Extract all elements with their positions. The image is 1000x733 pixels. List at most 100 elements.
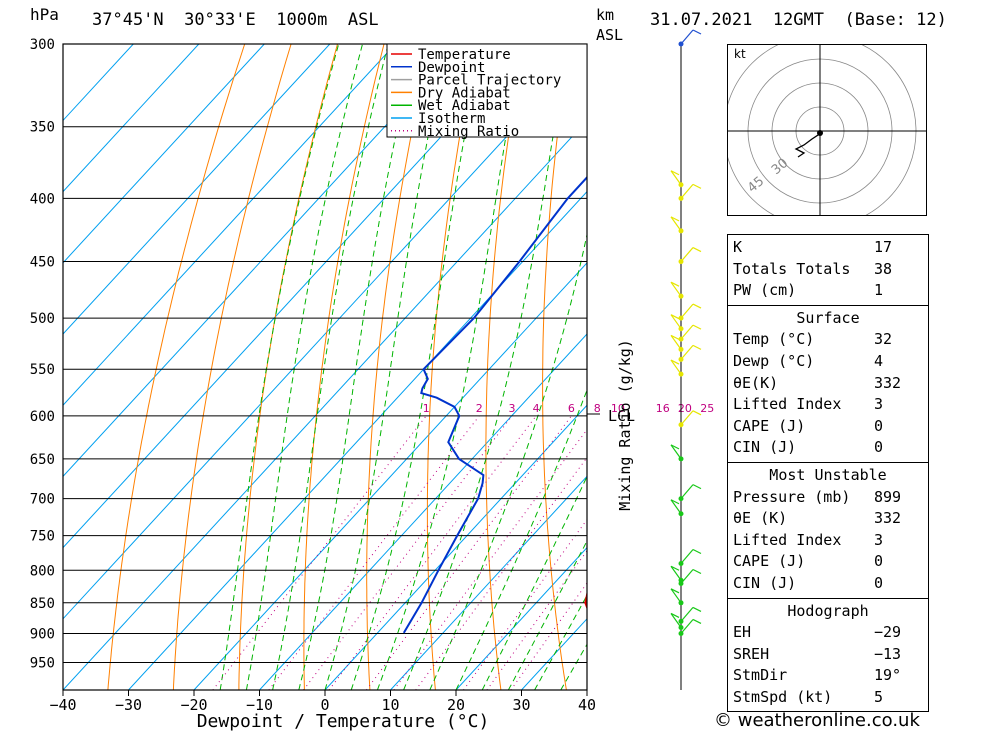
mixing-ratio-value-label: 1 <box>423 402 430 415</box>
wind-barb-flag <box>692 606 702 612</box>
hodograph-storm-motion <box>817 130 823 136</box>
isotherm-line <box>63 119 587 690</box>
hodograph-title: Hodograph <box>787 601 869 620</box>
mixing-ratio-value-label: 4 <box>533 402 540 415</box>
mu-pressure-value: 899 <box>874 487 902 506</box>
tt-value: 38 <box>874 259 893 278</box>
wind-barb-flag <box>670 359 680 365</box>
wind-barb-flag <box>692 568 702 575</box>
wind-barb-flag <box>670 588 680 594</box>
wind-barb-staff <box>680 247 694 262</box>
hodograph-ring-label: 30 <box>769 156 791 178</box>
y-tick-label: 800 <box>30 563 55 579</box>
surface-dewp-label: Dewp (°C) <box>733 351 815 370</box>
stmspd-label: StmSpd (kt) <box>733 687 833 706</box>
surface-dewp-value: 4 <box>874 351 884 370</box>
isotherm-line <box>259 333 587 690</box>
mu-cape-label: CAPE (J) <box>733 552 806 571</box>
surface-cin-value: 0 <box>874 438 884 457</box>
stmdir-label: StmDir <box>733 666 788 685</box>
y-tick-label: 550 <box>30 362 55 378</box>
y-tick-label: 600 <box>30 409 55 425</box>
y-tick-label: 950 <box>30 655 55 671</box>
mixing-ratio-line <box>393 428 587 690</box>
x-tick-label: 20 <box>447 696 465 714</box>
lcl-label: LCL <box>608 407 635 425</box>
isotherm-line <box>63 44 396 406</box>
mu-theta-label: θE (K) <box>733 509 788 528</box>
wet-adiabat-line <box>298 44 417 690</box>
wind-barb-flag <box>670 444 680 450</box>
wind-barb-flag <box>692 303 702 309</box>
wind-barb-flag <box>692 29 702 35</box>
wind-barb-flag <box>670 612 680 619</box>
stmdir-value: 19° <box>874 666 902 685</box>
legend-entry: Mixing Ratio <box>418 124 519 140</box>
mu-li-label: Lifted Index <box>733 530 842 549</box>
surface-cape-label: CAPE (J) <box>733 416 806 435</box>
wind-barb-flag <box>692 324 702 330</box>
wind-barb-staff <box>670 314 682 330</box>
wind-barb-flag <box>670 314 680 320</box>
pressure-unit: hPa <box>30 5 59 24</box>
x-tick-label: 10 <box>381 696 399 714</box>
mixing-ratio-value-label: 20 <box>678 402 692 415</box>
wind-barb-staff <box>680 607 694 622</box>
legend-entry: Isotherm <box>418 111 485 127</box>
mixing-ratio-value-label: 8 <box>594 402 601 415</box>
y-tick-label: 900 <box>30 626 55 642</box>
mixing-ratio-value-label: 25 <box>700 402 714 415</box>
wind-barb-flag <box>670 170 680 176</box>
wind-barb-flag <box>670 565 680 571</box>
asl-label: ASL <box>596 26 624 44</box>
x-tick-label: 0 <box>320 696 329 714</box>
mixing-ratio-line <box>212 415 427 690</box>
wet-adiabat-line <box>219 44 340 690</box>
mu-li-value: 3 <box>874 530 884 549</box>
wind-barb-staff <box>680 324 694 340</box>
isotherm-line <box>63 44 134 122</box>
mu-cape-value: 0 <box>874 552 884 571</box>
y-tick-label: 750 <box>30 529 55 545</box>
indices-section: K 17 Totals Totals 38 PW (cm) 1 <box>728 235 928 305</box>
wind-barb-staff <box>670 281 682 297</box>
dry-adiabat-line <box>172 44 292 690</box>
wind-barb-staff <box>680 183 694 199</box>
dry-adiabat-line <box>988 44 1000 690</box>
mu-theta-value: 332 <box>874 509 902 528</box>
mixing-ratio-line <box>463 518 587 690</box>
wind-barb-staff <box>680 303 694 319</box>
x-tick-label: −30 <box>115 696 142 714</box>
km-label: km <box>596 6 615 24</box>
profiles <box>402 175 587 634</box>
mixing-ratio-value-label: 10 <box>611 402 625 415</box>
isotherm-line <box>63 44 527 549</box>
mixing-ratio-axis-label: Mixing Ratio (g/kg) <box>616 339 634 511</box>
sreh-label: SREH <box>733 644 770 663</box>
isotherm-line <box>63 48 587 620</box>
surface-li-label: Lifted Index <box>733 395 842 414</box>
dry-adiabat-line <box>107 44 246 690</box>
wind-barb-staff <box>680 29 694 45</box>
isotherm-line <box>63 44 462 478</box>
wind-barb-staff <box>670 216 682 232</box>
dry-adiabat-line <box>238 44 338 690</box>
wind-barb-flag <box>692 247 702 253</box>
hodograph-panel: kt 30 45 <box>723 34 927 228</box>
y-tick-label: 450 <box>30 255 55 271</box>
surface-temp-label: Temp (°C) <box>733 330 815 349</box>
wind-barb-staff <box>680 484 694 500</box>
y-tick-label: 400 <box>30 191 55 207</box>
mixing-ratio-line <box>415 456 587 690</box>
isotherm-line <box>390 475 587 690</box>
x-tick-label: −40 <box>49 696 76 714</box>
wind-barb-flag <box>692 183 702 189</box>
y-tick-label: 300 <box>30 37 55 53</box>
isotherm-line <box>455 546 587 690</box>
wind-profile <box>670 29 702 690</box>
most-unstable-title: Most Unstable <box>769 465 887 484</box>
eh-value: −29 <box>874 623 902 642</box>
legend-entry: Parcel Trajectory <box>418 73 561 89</box>
